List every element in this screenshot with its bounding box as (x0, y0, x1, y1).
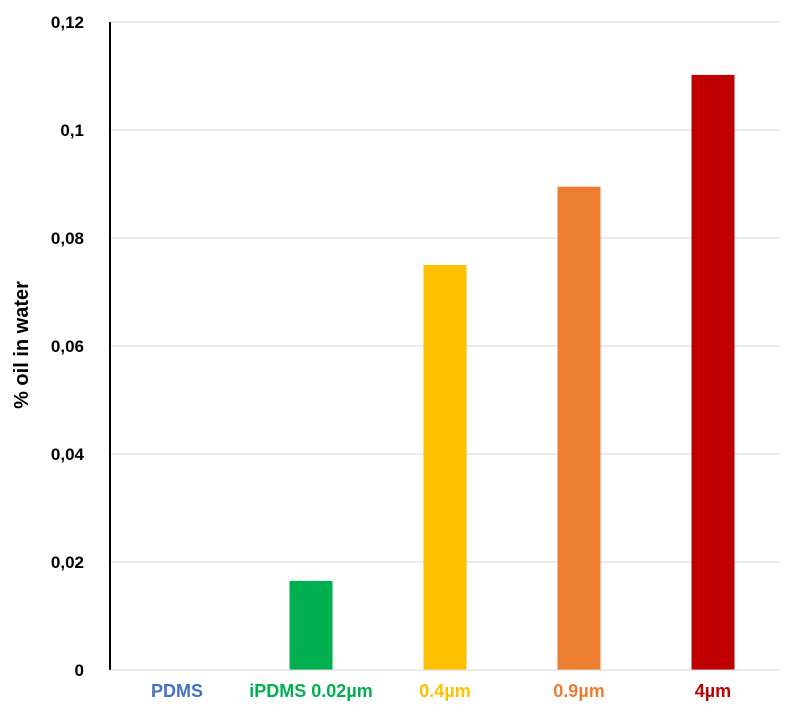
x-category-label: 0.4µm (419, 681, 470, 701)
y-tick-label: 0,06 (51, 337, 84, 356)
x-category-label: PDMS (151, 681, 203, 701)
bar-3 (423, 265, 467, 670)
x-category-label: 4µm (695, 681, 731, 701)
x-category-label: 0.9µm (553, 681, 604, 701)
y-tick-label: 0,1 (60, 121, 84, 140)
y-tick-label: 0 (75, 661, 84, 680)
bar-5 (691, 74, 735, 671)
y-tick-label: 0,02 (51, 553, 84, 572)
axes (109, 22, 780, 671)
x-category-label: iPDMS 0.02µm (249, 681, 372, 701)
bar-2 (289, 580, 333, 670)
y-tick-labels: 0 0,02 0,04 0,06 0,08 0,1 0,12 (51, 13, 85, 680)
y-tick-label: 0,12 (51, 13, 84, 32)
y-tick-label: 0,04 (51, 445, 85, 464)
y-axis-title: % oil in water (11, 281, 33, 409)
bars (289, 74, 735, 671)
bar-4 (557, 186, 601, 670)
y-tick-label: 0,08 (51, 229, 84, 248)
x-category-labels: PDMS iPDMS 0.02µm 0.4µm 0.9µm 4µm (151, 681, 731, 701)
